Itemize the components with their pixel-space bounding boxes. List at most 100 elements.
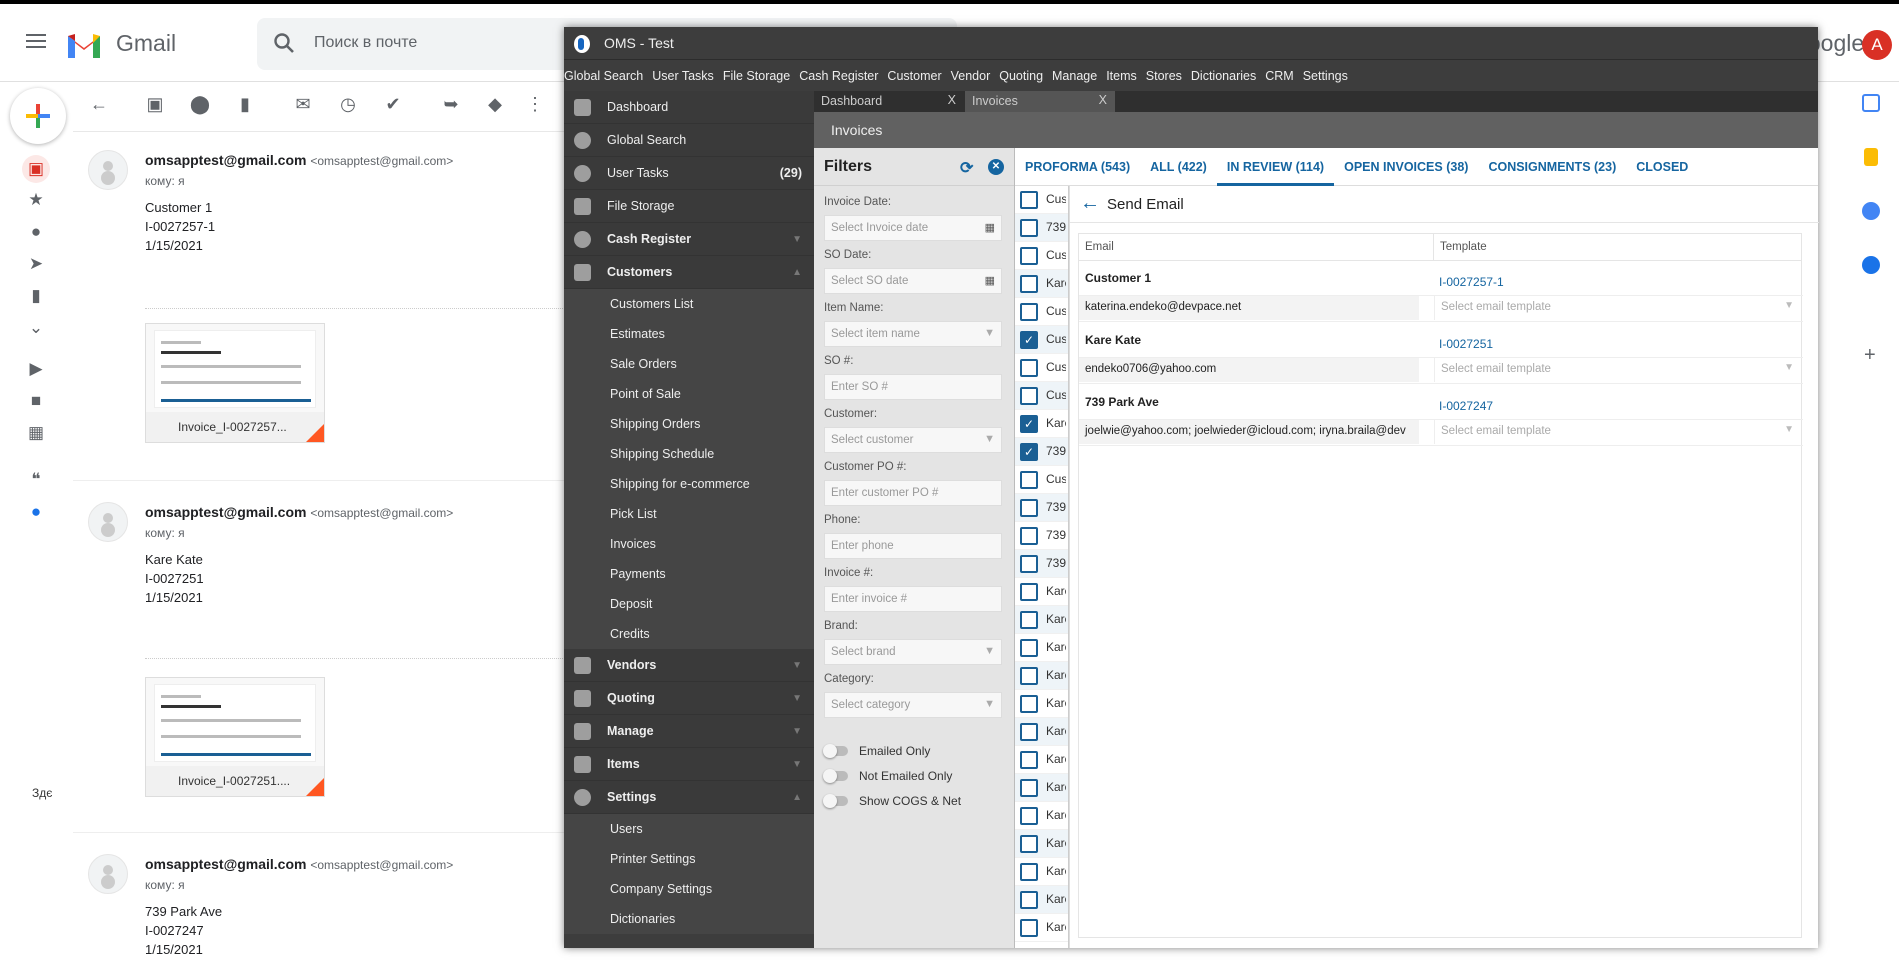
spam-icon[interactable]: ⬤: [189, 94, 211, 114]
email-field[interactable]: endeko0706@yahoo.com: [1079, 358, 1419, 382]
recipient[interactable]: кому: я: [145, 878, 185, 892]
sidebar-item-shipping-ecommerce[interactable]: Shipping for e-commerce: [564, 469, 814, 499]
filter-input[interactable]: Enter invoice #: [824, 586, 1002, 612]
email-field[interactable]: joelwie@yahoo.com; joelwieder@icloud.com…: [1079, 420, 1419, 444]
table-row[interactable]: Kare: [1015, 746, 1068, 774]
template-select[interactable]: Select email template ▼: [1434, 296, 1802, 320]
close-icon[interactable]: X: [947, 93, 956, 107]
send-icon[interactable]: ➤: [28, 254, 44, 273]
refresh-icon[interactable]: ⟳: [960, 160, 974, 177]
table-row[interactable]: Kare: [1015, 830, 1068, 858]
row-checkbox[interactable]: [1020, 358, 1038, 377]
table-row[interactable]: 739 Park Ave: [1015, 522, 1068, 550]
sidebar-item-point-of-sale[interactable]: Point of Sale: [564, 379, 814, 409]
move-to-icon[interactable]: ➥: [443, 94, 459, 114]
chevron-down-icon[interactable]: ▼: [984, 645, 995, 657]
row-checkbox[interactable]: [1020, 554, 1038, 573]
filter-input[interactable]: Select category ▼: [824, 692, 1002, 718]
sidebar-item-sale-orders[interactable]: Sale Orders: [564, 349, 814, 379]
sidebar-item-dashboard[interactable]: Dashboard: [564, 91, 814, 124]
status-tab[interactable]: IN REVIEW (114): [1216, 148, 1335, 186]
sidebar-item-user-tasks[interactable]: User Tasks (29): [564, 157, 814, 190]
row-checkbox[interactable]: [1020, 302, 1038, 321]
filter-input[interactable]: Select item name ▼: [824, 321, 1002, 347]
menu-dictionaries[interactable]: Dictionaries: [1190, 68, 1257, 83]
filter-input[interactable]: Select SO date ▦: [824, 268, 1002, 294]
table-row[interactable]: ✓ Customer: [1015, 326, 1068, 354]
menu-vendor[interactable]: Vendor: [950, 68, 991, 83]
calendar-app-icon[interactable]: [1862, 94, 1880, 112]
table-row[interactable]: Kare: [1015, 270, 1068, 298]
email-field[interactable]: katerina.endeko@devpace.net: [1079, 296, 1419, 320]
account-avatar[interactable]: A: [1862, 30, 1892, 60]
sidebar-item-deposit[interactable]: Deposit: [564, 589, 814, 619]
row-checkbox[interactable]: [1020, 274, 1038, 293]
add-icon[interactable]: +: [1864, 344, 1876, 366]
close-icon[interactable]: ✕: [988, 159, 1004, 175]
mark-unread-icon[interactable]: ✉: [295, 94, 311, 114]
sidebar-item-shipping-schedule[interactable]: Shipping Schedule: [564, 439, 814, 469]
invoice-link[interactable]: I-0027247: [1439, 399, 1494, 413]
table-row[interactable]: Kare: [1015, 690, 1068, 718]
back-arrow-icon[interactable]: ←: [1080, 192, 1100, 214]
expand-icon[interactable]: ⌄: [28, 318, 44, 337]
tab-dashboard[interactable]: Dashboard X: [814, 91, 964, 112]
calendar-icon[interactable]: ▦: [27, 423, 45, 442]
table-row[interactable]: Kare: [1015, 634, 1068, 662]
sidebar-item-invoices[interactable]: Invoices: [564, 529, 814, 559]
clock-icon[interactable]: ●: [30, 222, 42, 241]
sidebar-item-vendors[interactable]: Vendors ▼: [564, 649, 814, 682]
table-row[interactable]: 739 Park Ave: [1015, 214, 1068, 242]
table-row[interactable]: Kare: [1015, 802, 1068, 830]
table-row[interactable]: 739 Park Ave: [1015, 494, 1068, 522]
sidebar-item-manage[interactable]: Manage ▼: [564, 715, 814, 748]
sidebar-item-estimates[interactable]: Estimates: [564, 319, 814, 349]
contacts-icon[interactable]: [1862, 256, 1880, 274]
recipient[interactable]: кому: я: [145, 526, 185, 540]
row-checkbox[interactable]: [1020, 470, 1038, 489]
table-row[interactable]: Kare: [1015, 606, 1068, 634]
status-tab[interactable]: CLOSED: [1636, 160, 1689, 174]
menu-quoting[interactable]: Quoting: [999, 68, 1044, 83]
table-row[interactable]: Customer: [1015, 382, 1068, 410]
menu-items[interactable]: Items: [1106, 68, 1137, 83]
toggle-switch[interactable]: Emailed Only: [823, 741, 974, 761]
table-row[interactable]: Kare: [1015, 718, 1068, 746]
back-icon[interactable]: ←: [90, 94, 108, 114]
row-checkbox[interactable]: [1020, 694, 1038, 713]
status-tab[interactable]: CONSIGNMENTS (23): [1488, 160, 1617, 174]
menu-stores[interactable]: Stores: [1145, 68, 1182, 83]
row-checkbox[interactable]: [1020, 750, 1038, 769]
sidebar-item-dictionaries[interactable]: Dictionaries: [564, 904, 814, 934]
contact-icon[interactable]: ●: [30, 502, 42, 521]
status-tab[interactable]: PROFORMA (543): [1025, 160, 1131, 174]
menu-user-tasks[interactable]: User Tasks: [652, 68, 714, 83]
meet-icon[interactable]: ▶: [29, 359, 43, 378]
calendar-icon[interactable]: ▦: [984, 275, 995, 287]
sidebar-item-customers[interactable]: Customers ▲: [564, 256, 814, 289]
row-checkbox[interactable]: [1020, 722, 1038, 741]
chevron-down-icon[interactable]: ▼: [984, 433, 995, 445]
table-row[interactable]: Kare: [1015, 886, 1068, 914]
row-checkbox[interactable]: ✓: [1020, 414, 1038, 433]
snooze-icon[interactable]: ◷: [340, 94, 356, 114]
tasks-icon[interactable]: [1862, 202, 1880, 220]
filter-input[interactable]: Select customer ▼: [824, 427, 1002, 453]
status-tab[interactable]: ALL (422): [1150, 160, 1207, 174]
menu-global-search[interactable]: Global Search: [564, 68, 644, 83]
table-row[interactable]: ✓ Kare: [1015, 410, 1068, 438]
star-icon[interactable]: ★: [28, 190, 44, 209]
row-checkbox[interactable]: [1020, 190, 1038, 209]
status-tab[interactable]: OPEN INVOICES (38): [1344, 160, 1469, 174]
sidebar-item-cash-register[interactable]: Cash Register ▼: [564, 223, 814, 256]
hangouts-icon[interactable]: ❝: [31, 470, 41, 489]
table-row[interactable]: Kare: [1015, 578, 1068, 606]
attachment[interactable]: PDFInvoice_I-0027257...: [145, 323, 325, 443]
chevron-down-icon[interactable]: ▼: [1784, 362, 1794, 373]
toggle-switch[interactable]: Not Emailed Only: [823, 766, 974, 786]
sidebar-item-settings[interactable]: Settings ▲: [564, 781, 814, 814]
compose-button[interactable]: [10, 88, 66, 144]
sidebar-item-payments[interactable]: Payments: [564, 559, 814, 589]
menu-customer[interactable]: Customer: [887, 68, 942, 83]
menu-manage[interactable]: Manage: [1052, 68, 1098, 83]
